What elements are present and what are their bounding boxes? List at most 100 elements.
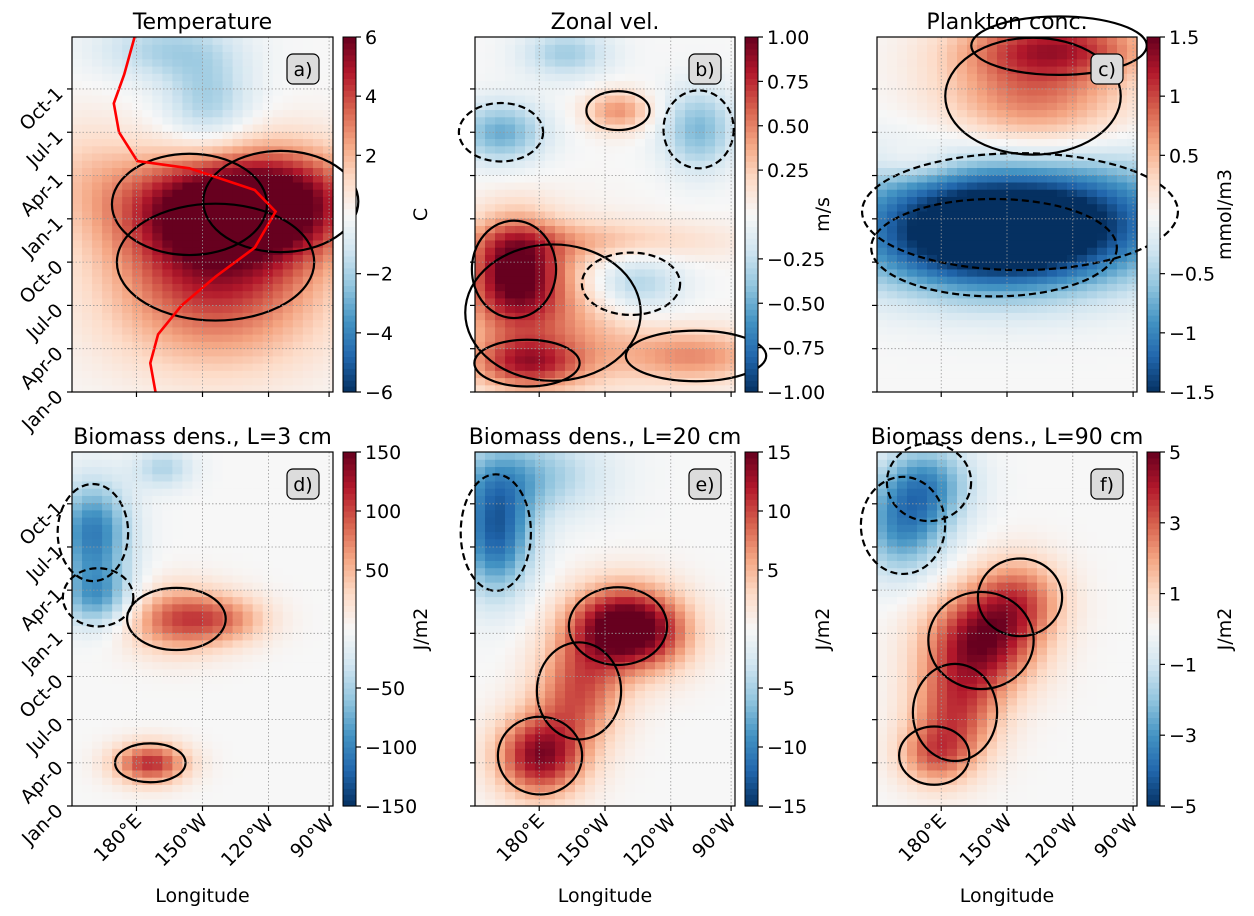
heatmap-cell	[212, 661, 224, 670]
heatmap-cell	[705, 290, 716, 299]
heatmap-cell	[232, 762, 244, 771]
heatmap-cell	[122, 363, 133, 371]
heatmap-cell	[282, 341, 294, 350]
heatmap-cell	[937, 247, 948, 255]
heatmap-cell	[575, 305, 586, 313]
heatmap-cell	[192, 261, 204, 270]
heatmap-cell	[967, 116, 978, 125]
heatmap-cell	[917, 44, 928, 53]
heatmap-cell	[715, 319, 726, 328]
heatmap-cell	[202, 603, 214, 612]
heatmap-cell	[102, 625, 113, 634]
heatmap-cell	[1047, 261, 1058, 270]
heatmap-cell	[987, 312, 998, 321]
heatmap-cell	[1077, 181, 1088, 190]
colorbar-segment	[343, 321, 356, 328]
heatmap-cell	[132, 762, 143, 771]
heatmap-cell	[182, 51, 194, 60]
heatmap-cell	[1037, 319, 1048, 328]
heatmap-cell	[82, 531, 93, 540]
heatmap-cell	[132, 697, 143, 706]
colorbar-tick-label: −0.50	[767, 293, 825, 315]
heatmap-cell	[937, 51, 948, 60]
heatmap-cell	[897, 363, 908, 371]
heatmap-cell	[102, 384, 113, 393]
heatmap-cell	[927, 116, 938, 125]
heatmap-cell	[172, 283, 184, 292]
heatmap-cell	[635, 254, 646, 263]
heatmap-cell	[685, 268, 696, 277]
heatmap-cell	[132, 632, 143, 641]
heatmap-cell	[242, 51, 254, 60]
heatmap-cell	[635, 123, 646, 132]
heatmap-cell	[525, 65, 536, 74]
colorbar-segment	[1147, 78, 1160, 85]
colorbar-segment	[745, 350, 758, 358]
heatmap-cell	[887, 138, 898, 147]
colorbar-segment	[745, 244, 758, 251]
heatmap-cell	[162, 639, 173, 648]
colorbar-segment	[343, 190, 356, 198]
heatmap-cell	[635, 218, 646, 226]
heatmap-cell	[212, 44, 224, 53]
heatmap-cell	[212, 196, 224, 205]
heatmap-cell	[312, 218, 324, 226]
heatmap-cell	[202, 377, 214, 386]
heatmap-cell	[1027, 210, 1038, 219]
heatmap-cell	[1087, 44, 1098, 53]
heatmap-cell	[312, 174, 324, 183]
heatmap-cell	[262, 384, 274, 393]
heatmap-cell	[82, 777, 93, 785]
heatmap-cell	[565, 109, 576, 118]
colorbar-segment	[745, 143, 758, 151]
heatmap-cell	[292, 160, 304, 168]
heatmap-cell	[645, 123, 656, 132]
heatmap-cell	[172, 261, 184, 270]
heatmap-cell	[665, 181, 676, 190]
heatmap-cell	[172, 712, 184, 720]
heatmap-cell	[182, 102, 194, 111]
heatmap-cell	[232, 370, 244, 379]
heatmap-cell	[1027, 377, 1038, 386]
heatmap-cell	[212, 341, 224, 350]
heatmap-cell	[92, 726, 103, 735]
heatmap-cell	[202, 254, 214, 263]
colorbar-segment	[1147, 173, 1160, 180]
heatmap-cell	[252, 582, 264, 590]
heatmap-cell	[242, 334, 254, 342]
heatmap-cell	[212, 225, 224, 234]
heatmap-cell	[1077, 276, 1088, 284]
heatmap-cell	[1117, 189, 1128, 197]
heatmap-cell	[555, 363, 566, 371]
heatmap-cell	[212, 777, 224, 785]
heatmap-cell	[162, 268, 173, 277]
heatmap-cell	[102, 740, 113, 749]
heatmap-cell	[695, 348, 706, 357]
heatmap-cell	[222, 531, 234, 540]
heatmap-cell	[192, 341, 204, 350]
heatmap-cell	[1077, 203, 1088, 212]
heatmap-cell	[685, 239, 696, 248]
heatmap-cell	[987, 160, 998, 168]
heatmap-cell	[535, 268, 546, 277]
heatmap-cell	[202, 152, 214, 161]
heatmap-cell	[232, 58, 244, 67]
heatmap-cell	[715, 232, 726, 241]
heatmap-cell	[192, 480, 204, 489]
heatmap-cell	[1077, 87, 1088, 96]
heatmap-cell	[977, 239, 988, 248]
heatmap-cell	[947, 131, 958, 140]
heatmap-cell	[645, 145, 656, 154]
heatmap-cell	[605, 341, 616, 350]
heatmap-cell	[705, 261, 716, 270]
heatmap-cell	[987, 297, 998, 306]
heatmap-cell	[112, 553, 123, 561]
heatmap-cell	[1017, 152, 1028, 161]
heatmap-cell	[535, 123, 546, 132]
heatmap-cell	[685, 131, 696, 140]
heatmap-cell	[262, 131, 274, 140]
colorbar-segment	[1147, 60, 1160, 68]
colorbar-segment	[343, 279, 356, 287]
heatmap-cell	[322, 384, 334, 393]
heatmap-cell	[172, 488, 184, 496]
